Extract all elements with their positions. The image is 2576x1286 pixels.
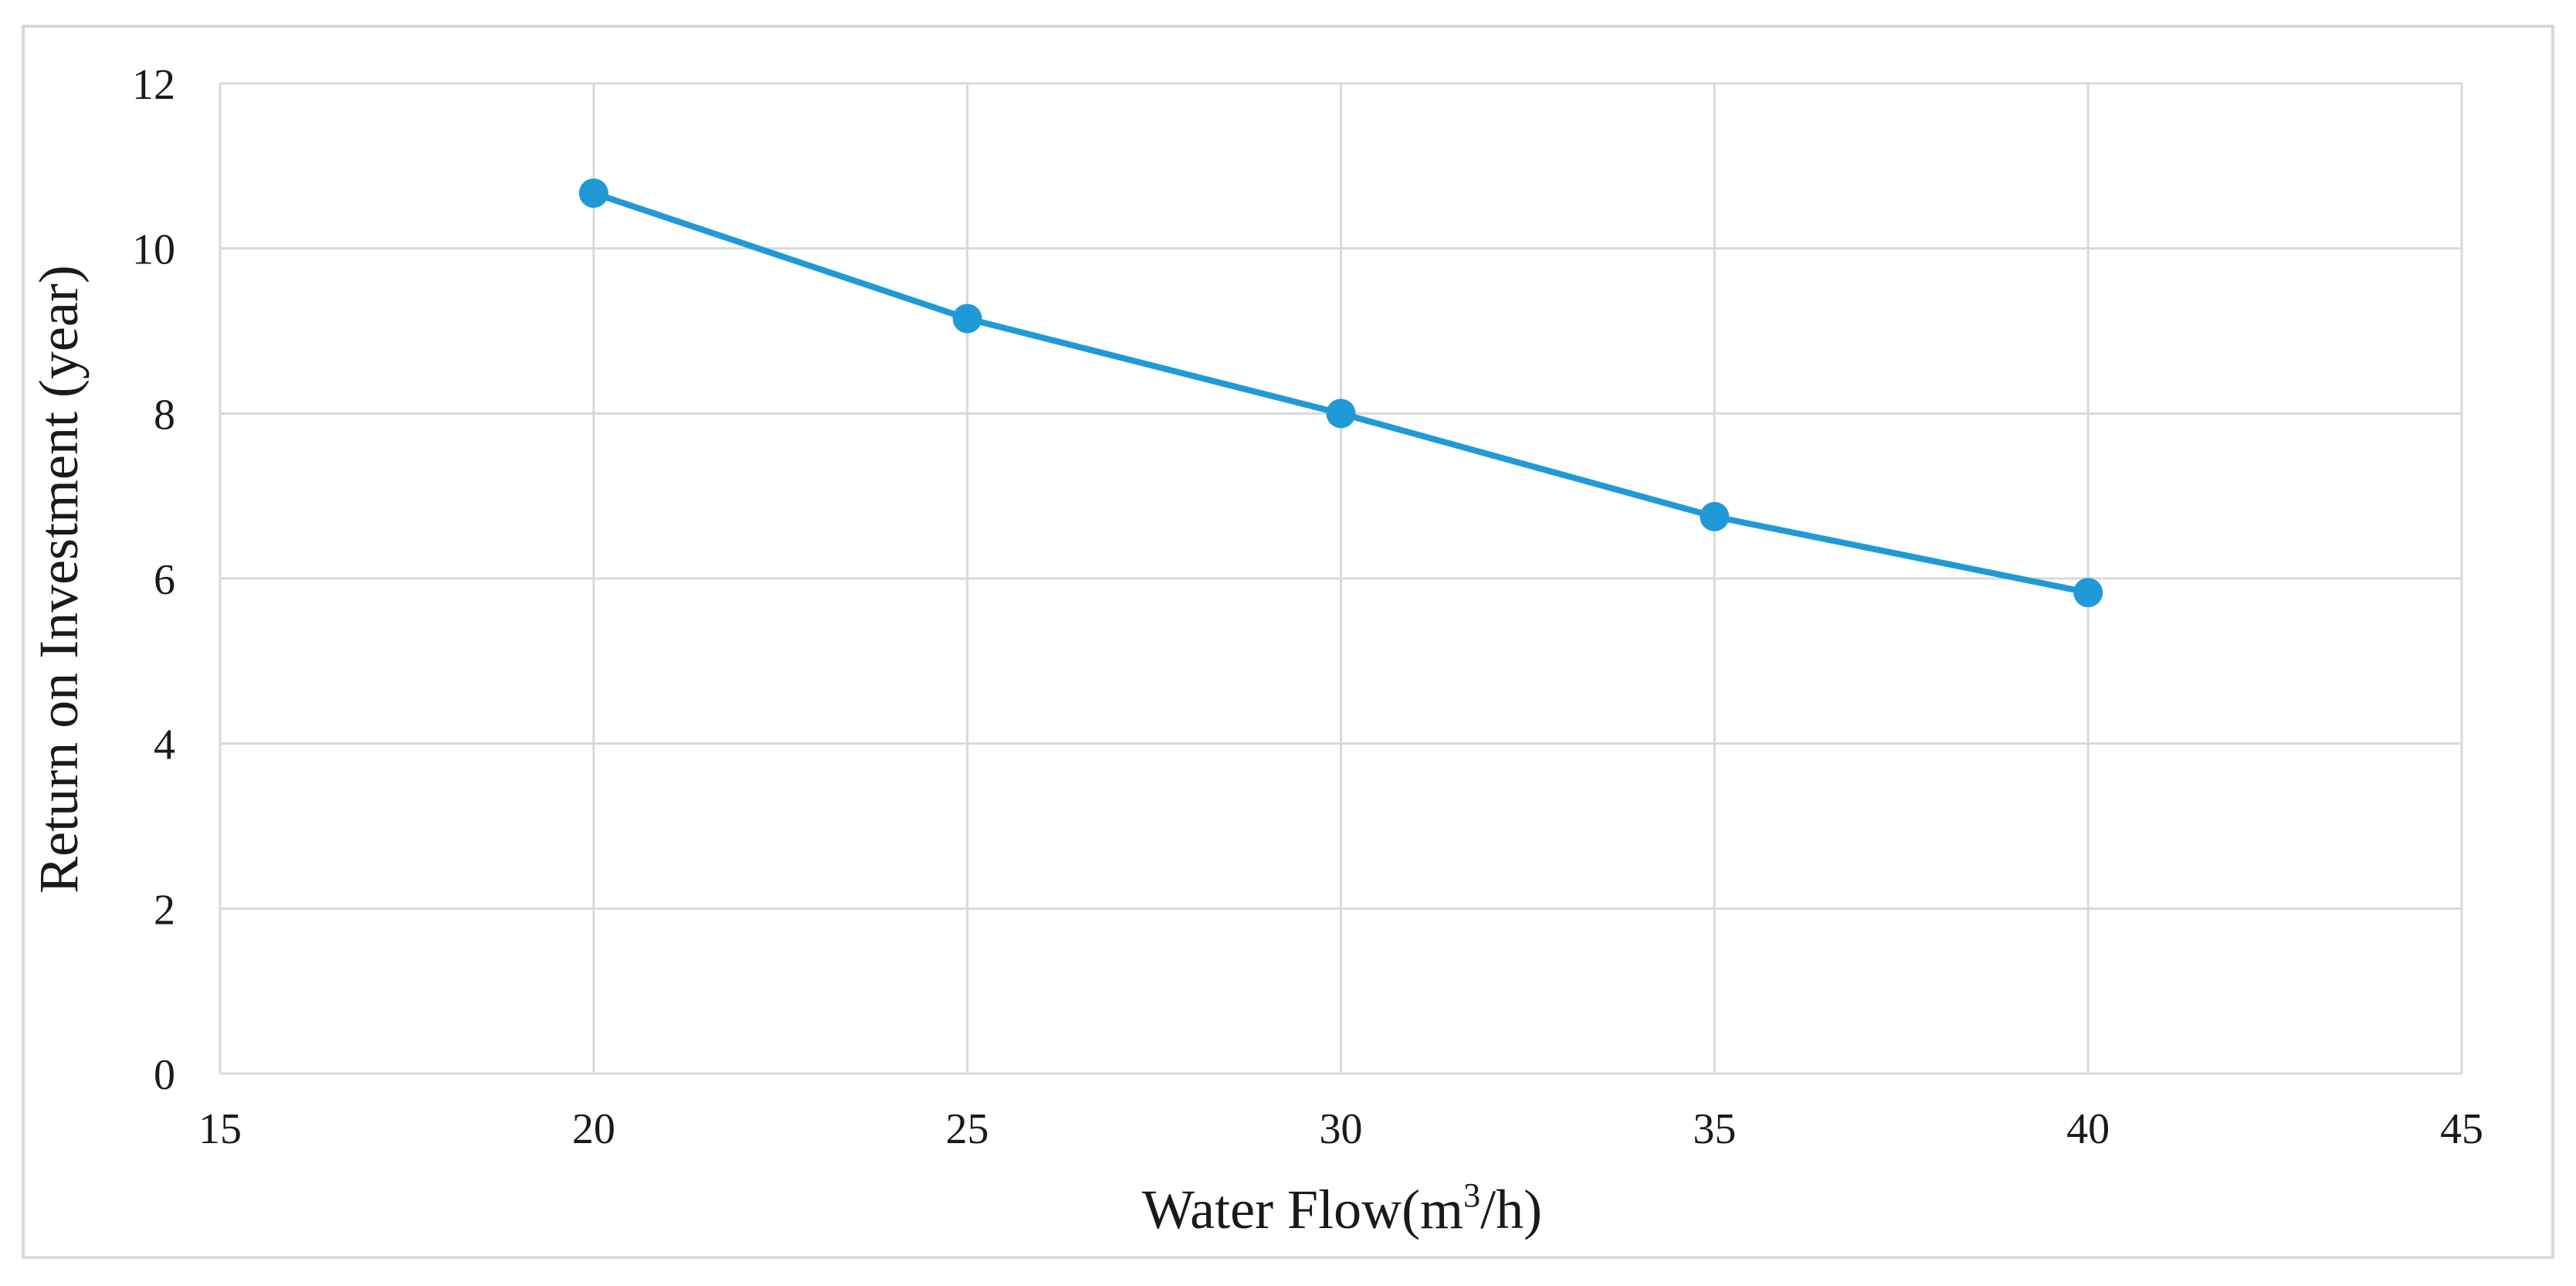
x-tick-label: 20 [572,1105,615,1153]
x-tick-label: 35 [1693,1105,1736,1153]
x-axis-title-unit: /h) [1480,1179,1542,1240]
y-tick-label: 12 [132,61,175,109]
y-tick-label: 6 [154,556,175,604]
y-tick-label: 4 [154,721,175,769]
y-tick-label: 10 [132,226,175,274]
data-point [578,178,608,209]
x-tick-label: 30 [1320,1105,1363,1153]
x-tick-label: 25 [946,1105,989,1153]
data-series [578,178,2103,608]
y-axis-title: Return on Investment (year) [28,265,90,894]
data-point [952,304,982,334]
x-axis-title: Water Flow(m3/h) [1142,1176,1542,1240]
y-tick-label: 2 [154,886,175,934]
chart-frame [22,25,2554,1259]
tick-labels: 0 2 4 6 8 10 12 15 20 25 30 35 40 45 [132,61,2483,1153]
x-tick-label: 15 [198,1105,242,1153]
data-point [1326,399,1356,429]
x-axis-title-superscript: 3 [1463,1176,1480,1214]
y-tick-label: 8 [154,391,175,439]
x-axis-title-main: Water Flow(m [1142,1179,1463,1240]
data-point [2073,578,2103,608]
gridlines [219,82,2463,1075]
data-point [1700,501,1730,531]
y-tick-label: 0 [154,1051,175,1099]
x-tick-label: 40 [2066,1105,2110,1153]
x-tick-label: 45 [2440,1105,2483,1153]
